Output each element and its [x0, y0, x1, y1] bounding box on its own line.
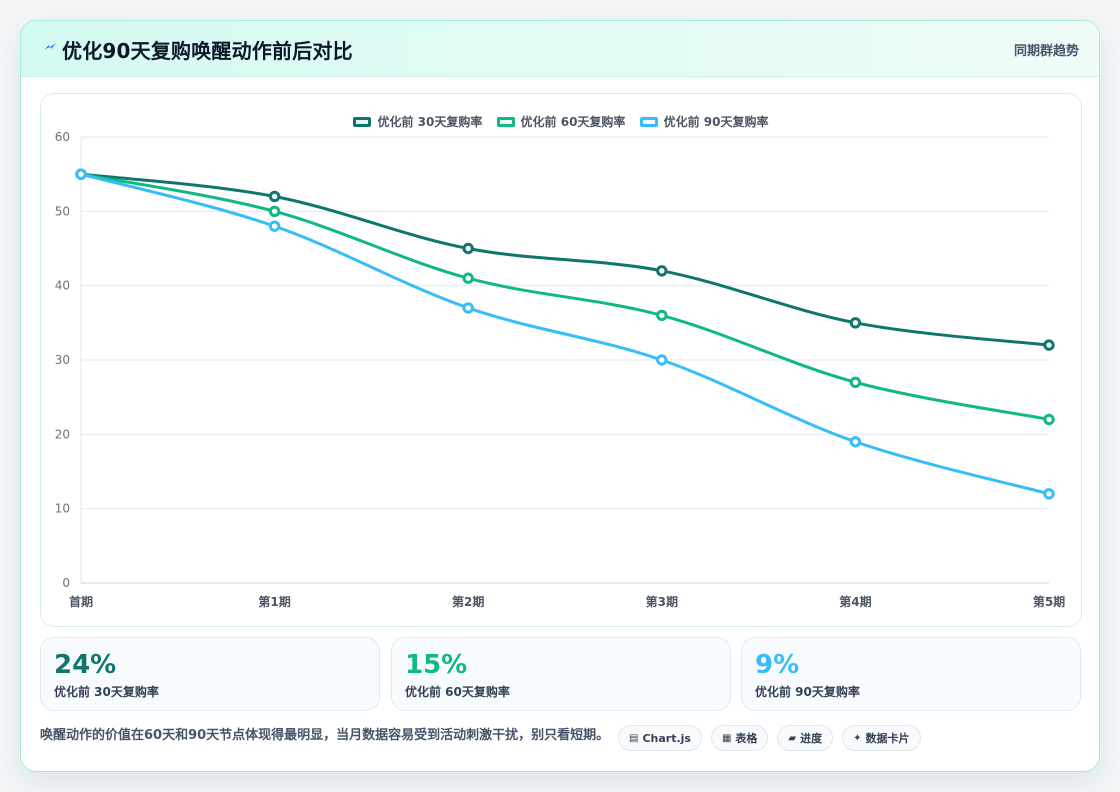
x-tick-label-2: 第2期	[452, 594, 484, 609]
legend-swatch-30day	[353, 116, 372, 127]
series-line-1	[79, 172, 1051, 421]
chartjs-tag[interactable]: ▤ Chart.js	[618, 725, 702, 751]
sparkle-icon: ✦	[853, 732, 862, 744]
chartjs-tag-label: Chart.js	[642, 731, 691, 745]
legend-label-60day: 优化前 60天复购率	[520, 115, 626, 129]
data-card-tag[interactable]: ✦ 数据卡片	[842, 725, 921, 751]
x-tick-label-5: 第5期	[1033, 594, 1065, 609]
metric-label-60day: 优化前 60天复购率	[405, 685, 510, 699]
chart-panel: 优化前 30天复购率 优化前 60天复购率 优化前 90天复购率 0 10 20 30…	[40, 93, 1082, 627]
series-2-point-2	[462, 302, 474, 314]
card-header: 优化90天复购唤醒动作前后对比 同期群趋势	[21, 21, 1099, 77]
metric-card-30day: 24% 优化前 30天复购率	[40, 637, 380, 711]
line-chart: 0 10 20 30 40 50 60 首期 第1期 第2期 第3期 第4期 第5期	[55, 130, 1065, 609]
series-line-0	[79, 172, 1051, 347]
series-2-point-4	[849, 436, 862, 448]
legend-swatch-90day	[639, 116, 658, 127]
y-tick-label-2: 20	[55, 427, 70, 441]
series-2-point-0	[75, 168, 87, 180]
series-0-point-5	[1043, 339, 1055, 351]
metric-label-30day: 优化前 30天复购率	[54, 685, 159, 699]
legend-item-60day[interactable]: 优化前 60天复购率	[496, 113, 626, 130]
series-1-point-2	[462, 272, 474, 284]
tool-tags: ▤ Chart.js ▦ 表格 ▰ 进度 ✦ 数据卡片	[618, 725, 921, 751]
series-0-point-2	[462, 242, 474, 255]
legend-item-30day[interactable]: 优化前 30天复购率	[353, 113, 482, 130]
page-subtitle: 同期群趋势	[1013, 44, 1079, 59]
legend-item-90day[interactable]: 优化前 90天复购率	[639, 113, 769, 130]
x-tick-label-0: 首期	[69, 594, 93, 609]
metric-value-30day: 24%	[54, 650, 117, 680]
y-tick-label-1: 10	[55, 502, 70, 516]
lightning-icon	[44, 43, 56, 50]
series-2-point-1	[268, 220, 281, 232]
series-line-2	[79, 172, 1051, 496]
series-0-point-1	[268, 190, 281, 203]
x-tick-label-1: 第1期	[258, 594, 290, 609]
metric-label-90day: 优化前 90天复购率	[755, 685, 860, 699]
table-icon: ▤	[629, 732, 639, 744]
data-card-tag-label: 数据卡片	[865, 732, 910, 745]
legend-label-90day: 优化前 90天复购率	[663, 115, 769, 129]
metric-card-60day: 15% 优化前 60天复购率	[391, 637, 731, 711]
legend-label-30day: 优化前 30天复购率	[377, 115, 483, 129]
metric-card-90day: 9% 优化前 90天复购率	[741, 637, 1081, 711]
metric-value-90day: 9%	[755, 650, 800, 680]
x-tick-label-3: 第3期	[646, 594, 678, 609]
chart-legend: 优化前 30天复购率 优化前 60天复购率 优化前 90天复购率	[41, 113, 1081, 130]
y-tick-label-3: 30	[55, 353, 70, 367]
progress-tag-label: 进度	[800, 732, 823, 745]
table-tag-label: 表格	[735, 732, 758, 745]
y-tick-label-0: 0	[62, 576, 70, 590]
y-tick-label-5: 50	[55, 204, 70, 218]
table-tag[interactable]: ▦ 表格	[710, 725, 769, 751]
y-tick-label-6: 60	[55, 130, 70, 144]
legend-swatch-60day	[496, 116, 515, 127]
grid-icon: ▦	[721, 732, 732, 744]
dashboard-card: 优化90天复购唤醒动作前后对比 同期群趋势 优化前 30天复购率 优化前 60天…	[20, 20, 1100, 772]
x-tick-label-4: 第4期	[839, 594, 871, 609]
series-2-point-5	[1043, 488, 1055, 500]
series-1-point-3	[656, 309, 668, 322]
series-2-point-3	[656, 354, 668, 366]
series-1-point-1	[268, 205, 281, 218]
series-1-point-5	[1043, 413, 1055, 426]
series-0-point-3	[656, 265, 668, 277]
insight-note: 唤醒动作的价值在60天和90天节点体现得最明显，当月数据容易受到活动刺激干扰，别…	[40, 728, 610, 743]
metric-value-60day: 15%	[405, 650, 468, 680]
y-tick-label-4: 40	[55, 279, 70, 293]
progress-tag[interactable]: ▰ 进度	[777, 725, 834, 751]
page-title: 优化90天复购唤醒动作前后对比	[62, 39, 353, 63]
series-1-point-4	[849, 376, 862, 388]
series-0-point-4	[849, 317, 862, 329]
progress-icon: ▰	[788, 732, 797, 744]
